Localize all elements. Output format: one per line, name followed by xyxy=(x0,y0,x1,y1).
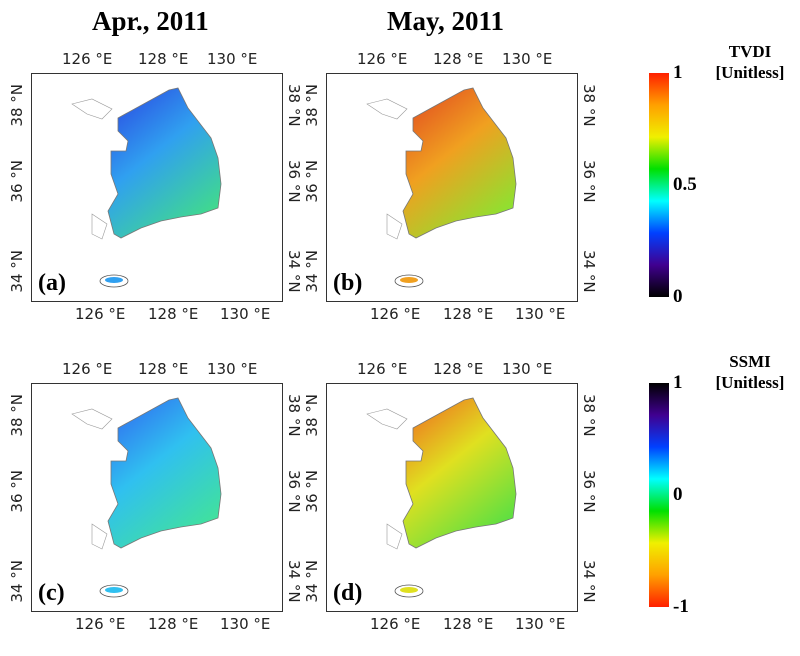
lon-tick-bottom: 126 °E xyxy=(370,305,421,323)
lon-tick-bottom: 126 °E xyxy=(75,305,126,323)
colorbar-title: TVDI xyxy=(728,42,772,61)
lat-tick-right: 34 °N xyxy=(285,250,303,293)
lon-tick-bottom: 126 °E xyxy=(370,615,421,633)
panel-label: (d) xyxy=(333,580,363,606)
panel-label: (b) xyxy=(333,270,363,296)
colorbar-tvdi xyxy=(649,73,669,297)
lat-tick-left: 34 °N xyxy=(303,250,321,293)
lon-tick-bottom: 130 °E xyxy=(515,305,566,323)
lon-tick-bottom: 128 °E xyxy=(443,305,494,323)
lon-tick-bottom: 128 °E xyxy=(148,305,199,323)
lat-tick-right: 38 °N xyxy=(285,84,303,127)
map-panel-2: (b) xyxy=(326,73,578,302)
lon-tick-top: 130 °E xyxy=(502,360,553,378)
lon-tick-bottom: 128 °E xyxy=(443,615,494,633)
column-title-may: May, 2011 xyxy=(387,6,505,36)
colorbar-tick: 1 xyxy=(673,372,683,393)
panel-label: (c) xyxy=(38,580,65,606)
lat-tick-right: 34 °N xyxy=(580,250,598,293)
map-panel-4: (d) xyxy=(326,383,578,612)
lat-tick-left: 34 °N xyxy=(8,560,26,603)
map-panel-1: (a) xyxy=(31,73,283,302)
colorbar-ssmi xyxy=(649,383,669,607)
lat-tick-right: 38 °N xyxy=(580,394,598,437)
colorbar-tick: 0 xyxy=(673,484,683,505)
korea-map xyxy=(71,87,222,288)
lat-tick-left: 38 °N xyxy=(303,84,321,127)
lon-tick-bottom: 130 °E xyxy=(515,615,566,633)
colorbar-unit: [Unitless] xyxy=(715,63,785,82)
lon-tick-bottom: 128 °E xyxy=(148,615,199,633)
lon-tick-bottom: 130 °E xyxy=(220,305,271,323)
colorbar-tick: -1 xyxy=(673,596,689,617)
lat-tick-right: 38 °N xyxy=(285,394,303,437)
lon-tick-top: 128 °E xyxy=(138,360,189,378)
lon-tick-top: 126 °E xyxy=(62,50,113,68)
lon-tick-top: 130 °E xyxy=(207,360,258,378)
lon-tick-top: 126 °E xyxy=(357,50,408,68)
korea-map xyxy=(71,397,222,598)
lat-tick-left: 38 °N xyxy=(8,84,26,127)
lat-tick-right: 36 °N xyxy=(580,160,598,203)
lon-tick-bottom: 130 °E xyxy=(220,615,271,633)
colorbar-tick: 1 xyxy=(673,62,683,83)
lat-tick-left: 34 °N xyxy=(303,560,321,603)
lon-tick-top: 130 °E xyxy=(502,50,553,68)
colorbar-title: SSMI xyxy=(729,352,771,371)
lon-tick-top: 126 °E xyxy=(357,360,408,378)
colorbar-unit: [Unitless] xyxy=(715,373,785,392)
map-panel-3: (c) xyxy=(31,383,283,612)
column-title-apr: Apr., 2011 xyxy=(92,6,209,36)
lat-tick-right: 34 °N xyxy=(580,560,598,603)
lat-tick-left: 36 °N xyxy=(8,470,26,513)
lat-tick-left: 36 °N xyxy=(8,160,26,203)
korea-map xyxy=(366,397,517,598)
lat-tick-left: 38 °N xyxy=(303,394,321,437)
lon-tick-top: 130 °E xyxy=(207,50,258,68)
korea-map xyxy=(366,87,517,288)
lat-tick-right: 38 °N xyxy=(580,84,598,127)
lon-tick-top: 128 °E xyxy=(138,50,189,68)
lon-tick-bottom: 126 °E xyxy=(75,615,126,633)
lat-tick-right: 34 °N xyxy=(285,560,303,603)
lat-tick-left: 36 °N xyxy=(303,470,321,513)
lon-tick-top: 128 °E xyxy=(433,50,484,68)
lon-tick-top: 126 °E xyxy=(62,360,113,378)
colorbar-tick: 0 xyxy=(673,286,683,307)
lat-tick-left: 38 °N xyxy=(8,394,26,437)
lat-tick-right: 36 °N xyxy=(285,470,303,513)
lat-tick-left: 34 °N xyxy=(8,250,26,293)
lat-tick-right: 36 °N xyxy=(285,160,303,203)
lat-tick-right: 36 °N xyxy=(580,470,598,513)
panel-label: (a) xyxy=(38,270,66,296)
lat-tick-left: 36 °N xyxy=(303,160,321,203)
lon-tick-top: 128 °E xyxy=(433,360,484,378)
colorbar-tick: 0.5 xyxy=(673,174,697,195)
